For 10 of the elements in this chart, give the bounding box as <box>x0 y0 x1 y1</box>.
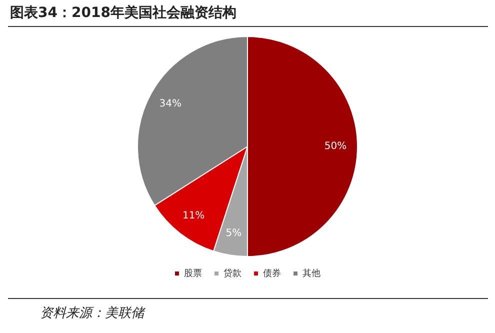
legend-label: 贷款 <box>224 268 242 278</box>
legend-label: 股票 <box>184 268 202 278</box>
data-label: 5% <box>226 228 242 240</box>
text: 资料来源：美联储 <box>40 305 144 322</box>
data-label: 34% <box>159 98 182 110</box>
legend-label: 债券 <box>263 268 281 278</box>
data-label: 50% <box>324 141 347 152</box>
data-label: 11% <box>182 210 205 222</box>
chart-title: 图表34：2018年美国社会融资结构 <box>10 4 236 22</box>
legend-label: 其他 <box>302 268 320 278</box>
